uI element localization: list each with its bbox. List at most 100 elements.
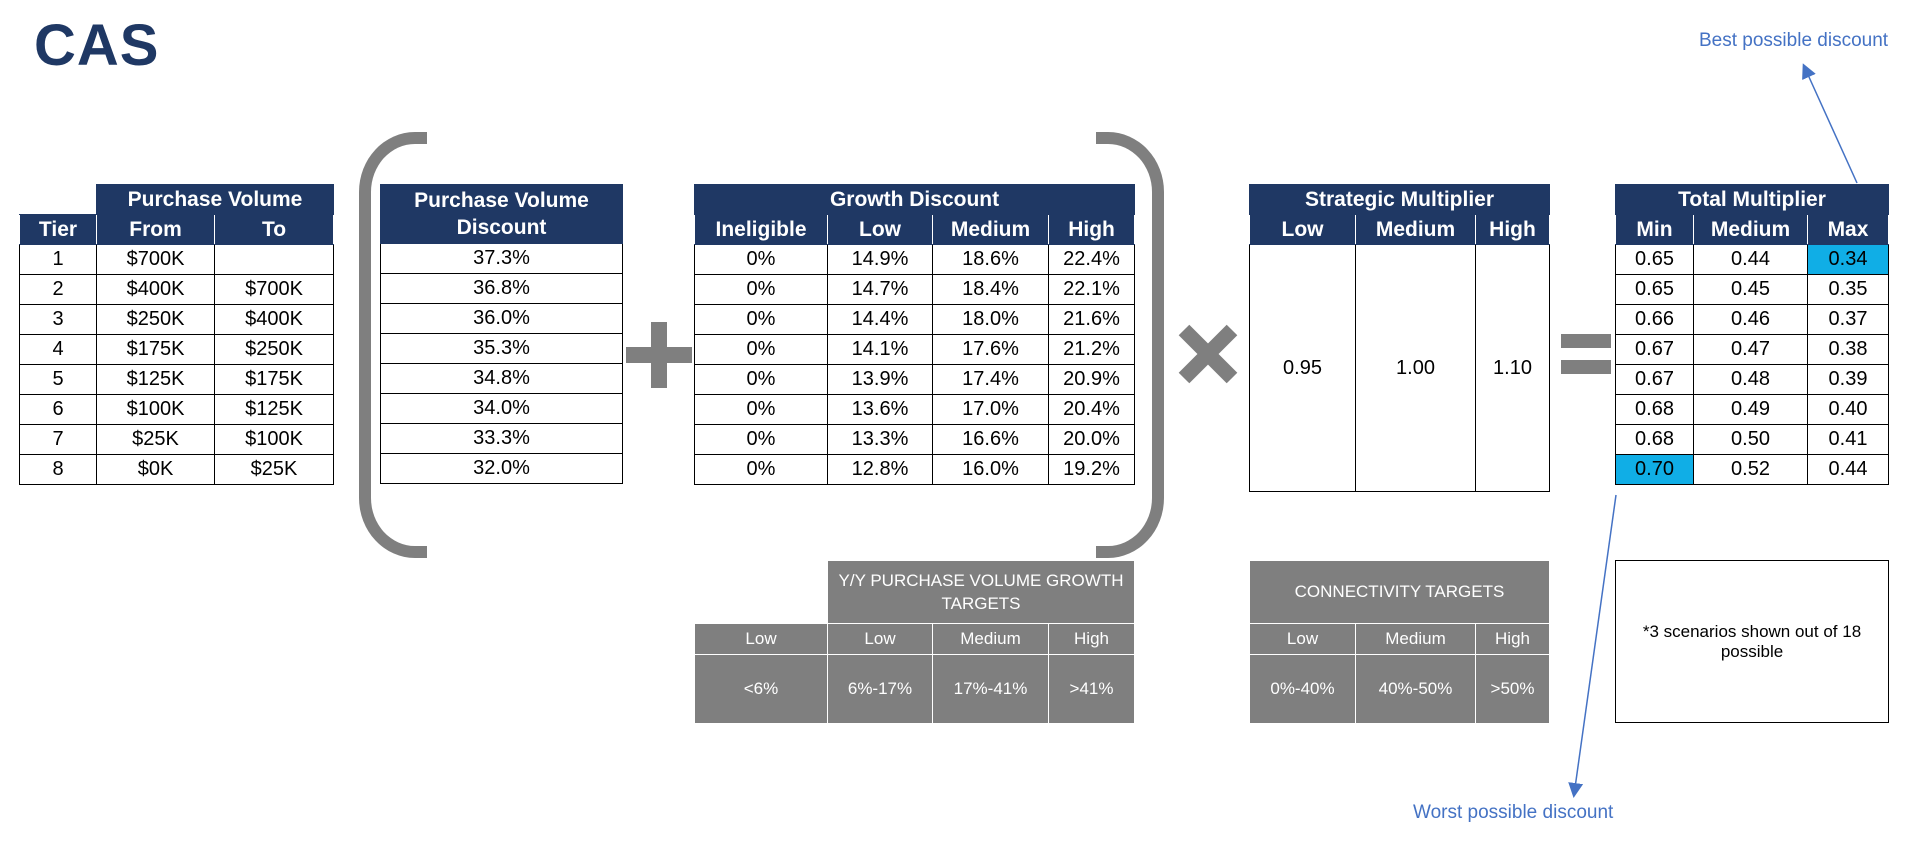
growth-cell: 12.8%: [827, 454, 933, 485]
growth-cell: 20.9%: [1047, 364, 1136, 395]
strategic-cell: 0.95: [1249, 244, 1356, 492]
table-row: 0% 14.1% 17.6% 21.2%: [694, 334, 1136, 365]
table-row: 0.67 0.47 0.38: [1615, 334, 1889, 365]
col-header-low: Low: [1249, 214, 1356, 245]
total-cell: 0.39: [1807, 364, 1889, 395]
connectivity-value: 0%-40%: [1249, 654, 1356, 724]
growth-cell: 0%: [694, 394, 828, 425]
table-row: 0.68 0.50 0.41: [1615, 424, 1889, 455]
pv-discount-cell: 36.8%: [380, 273, 623, 304]
col-header-low: Low: [827, 214, 933, 245]
growth-target-value: 6%-17%: [827, 654, 933, 724]
blank-cell: [19, 184, 97, 215]
total-cell: 0.50: [1693, 424, 1808, 455]
col-header-tier: Tier: [19, 214, 97, 245]
best-discount-arrow: [1802, 63, 1858, 184]
total-cell: 0.38: [1807, 334, 1889, 365]
tier-cell: 4: [19, 334, 97, 365]
col-header-medium: Medium: [1355, 214, 1476, 245]
tier-cell: 1: [19, 244, 97, 275]
growth-cell: 20.0%: [1047, 424, 1136, 455]
total-multiplier-header: Total Multiplier: [1615, 184, 1889, 215]
pv-discount-header-line2: Discount: [456, 216, 547, 239]
growth-discount-header: Growth Discount: [693, 184, 1136, 215]
growth-target-value: 17%-41%: [932, 654, 1049, 724]
to-cell: $25K: [214, 454, 334, 485]
strategic-cell: 1.00: [1355, 244, 1476, 492]
from-cell: $400K: [96, 274, 215, 305]
table-row: 4 $175K $250K: [19, 334, 334, 365]
growth-cell: 20.4%: [1047, 394, 1136, 425]
page-title: CAS: [34, 13, 160, 78]
total-cell: 0.46: [1693, 304, 1808, 335]
worst-discount-cell: 0.70: [1615, 454, 1694, 485]
best-discount-cell: 0.34: [1807, 244, 1889, 275]
growth-target-col-high: High: [1047, 623, 1136, 655]
table-row: 5 $125K $175K: [19, 364, 334, 395]
connectivity-targets-header: CONNECTIVITY TARGETS: [1249, 560, 1550, 624]
from-cell: $175K: [96, 334, 215, 365]
connectivity-col-low: Low: [1249, 623, 1356, 655]
table-row: 35.3%: [380, 333, 623, 364]
scenarios-note-box: *3 scenarios shown out of 18 possible: [1615, 560, 1889, 723]
growth-target-value: <6%: [694, 654, 828, 724]
growth-targets-table: Y/Y PURCHASE VOLUME GROWTH TARGETS Low L…: [694, 560, 1136, 724]
growth-cell: 14.4%: [827, 304, 933, 335]
table-row: 32.0%: [380, 453, 623, 484]
worst-discount-arrow: [1568, 494, 1617, 798]
growth-cell: 19.2%: [1047, 454, 1136, 485]
best-discount-callout: Best possible discount: [1699, 30, 1889, 51]
total-cell: 0.68: [1615, 394, 1694, 425]
total-cell: 0.65: [1615, 244, 1694, 275]
equals-icon: [1561, 334, 1611, 374]
pv-discount-cell: 36.0%: [380, 303, 623, 334]
growth-cell: 16.6%: [932, 424, 1049, 455]
col-header-to: To: [214, 214, 334, 245]
growth-target-col-medium: Medium: [932, 623, 1049, 655]
growth-cell: 16.0%: [932, 454, 1049, 485]
table-row: 0% 13.6% 17.0% 20.4%: [694, 394, 1136, 425]
purchase-volume-table: Purchase Volume Tier From To 1 $700K 2 $40…: [19, 184, 334, 485]
table-row: 0.95 1.00 1.10: [1249, 244, 1550, 492]
growth-cell: 0%: [694, 364, 828, 395]
pv-discount-cell: 32.0%: [380, 453, 623, 484]
growth-cell: 14.7%: [827, 274, 933, 305]
table-row: 0.68 0.49 0.40: [1615, 394, 1889, 425]
pv-discount-header-line1: Purchase Volume: [414, 189, 589, 212]
tier-cell: 6: [19, 394, 97, 425]
table-row: 36.8%: [380, 273, 623, 304]
table-row: 33.3%: [380, 423, 623, 454]
pv-discount-cell: 33.3%: [380, 423, 623, 454]
tier-cell: 8: [19, 454, 97, 485]
connectivity-value: >50%: [1475, 654, 1550, 724]
to-cell: $100K: [214, 424, 334, 455]
pv-discount-header: Purchase Volume Discount: [380, 184, 623, 244]
pv-discount-cell: 34.0%: [380, 393, 623, 424]
table-row: 1 $700K: [19, 244, 334, 275]
growth-cell: 13.3%: [827, 424, 933, 455]
col-header-high: High: [1475, 214, 1550, 245]
plus-icon: [626, 322, 692, 388]
growth-cell: 17.6%: [932, 334, 1049, 365]
col-header-min: Min: [1615, 214, 1694, 245]
total-cell: 0.41: [1807, 424, 1889, 455]
growth-cell: 22.1%: [1047, 274, 1136, 305]
growth-cell: 0%: [694, 304, 828, 335]
to-cell: $250K: [214, 334, 334, 365]
purchase-volume-header: Purchase Volume: [96, 184, 334, 215]
col-header-from: From: [96, 214, 215, 245]
tier-cell: 5: [19, 364, 97, 395]
from-cell: $0K: [96, 454, 215, 485]
table-row: 8 $0K $25K: [19, 454, 334, 485]
growth-cell: 14.1%: [827, 334, 933, 365]
growth-target-col-low: Low: [827, 623, 933, 655]
to-cell: $175K: [214, 364, 334, 395]
purchase-volume-discount-table: Purchase Volume Discount 37.3% 36.8% 36.…: [380, 184, 623, 484]
table-row: 0.70 0.52 0.44: [1615, 454, 1889, 485]
total-cell: 0.44: [1693, 244, 1808, 275]
multiply-icon: [1178, 324, 1238, 384]
connectivity-col-medium: Medium: [1355, 623, 1476, 655]
total-cell: 0.52: [1693, 454, 1808, 485]
tier-cell: 2: [19, 274, 97, 305]
worst-discount-callout: Worst possible discount: [1413, 802, 1614, 823]
